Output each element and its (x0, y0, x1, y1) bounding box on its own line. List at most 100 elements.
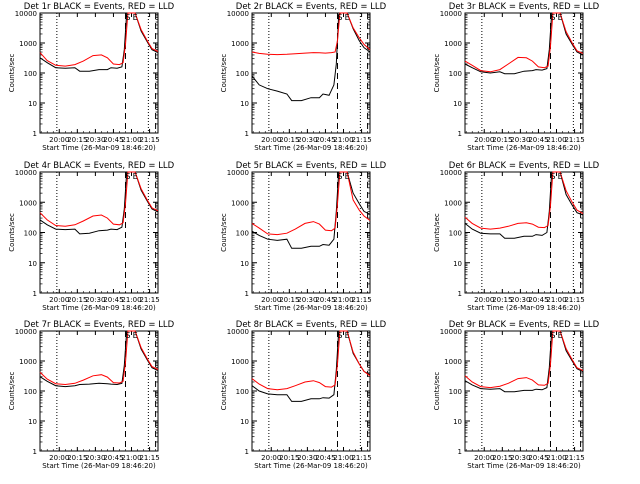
y-tick-label: 10 (240, 100, 249, 108)
panel-title: Det 4r BLACK = Events, RED = LLD (24, 161, 175, 171)
x-tick-label: 21:00 (121, 136, 141, 144)
series-events-line (464, 12, 584, 75)
axes-frame (39, 12, 159, 134)
x-axis-label: Start Time (26-Mar-09 18:46:20) (467, 462, 581, 470)
y-axis-label: Counts/sec (220, 54, 228, 93)
x-tick-label: 20:45 (528, 136, 548, 144)
x-tick-label: 21:15 (351, 454, 371, 462)
x-tick-label: 21:15 (564, 454, 584, 462)
panel-title: Det 9r BLACK = Events, RED = LLD (449, 320, 600, 330)
y-tick-label: 1000 (231, 358, 249, 366)
x-tick-label: 20:15 (67, 296, 87, 304)
x-axis-label: Start Time (26-Mar-09 18:46:20) (42, 304, 156, 312)
y-tick-label: 1 (245, 290, 249, 298)
y-tick-label: 1 (33, 130, 37, 138)
y-axis-label: Counts/sec (433, 213, 441, 252)
x-tick-label: 20:15 (279, 296, 299, 304)
x-tick-label: 20:00 (49, 136, 69, 144)
marker-e: E (558, 331, 563, 340)
x-axis-label: Start Time (26-Mar-09 18:46:20) (467, 144, 581, 152)
y-tick-label: 100 (236, 70, 249, 78)
series-lld-line (251, 330, 371, 391)
x-tick-label: 20:45 (103, 296, 123, 304)
y-tick-label: 1000 (19, 358, 37, 366)
x-tick-label: 20:45 (315, 136, 335, 144)
marker-s: S (337, 13, 342, 22)
x-tick-label: 20:30 (297, 454, 317, 462)
series-events-line (251, 171, 371, 249)
series-lld-line (39, 12, 159, 67)
x-tick-label: 21:00 (546, 136, 566, 144)
x-tick-label: 21:15 (139, 454, 159, 462)
x-tick-label: 21:15 (564, 296, 584, 304)
series-events-line (39, 171, 159, 235)
marker-e: E (345, 172, 350, 181)
x-tick-label: 21:15 (351, 136, 371, 144)
axes-frame (251, 12, 371, 134)
panel-title: Det 8r BLACK = Events, RED = LLD (236, 320, 387, 330)
x-tick-label: 20:45 (315, 454, 335, 462)
marker-e: E (345, 331, 350, 340)
x-tick-label: 20:00 (261, 454, 281, 462)
y-tick-label: 100 (24, 388, 37, 396)
x-tick-label: 21:15 (564, 136, 584, 144)
y-tick-label: 1 (245, 448, 249, 456)
y-tick-label: 1000 (19, 199, 37, 207)
x-tick-label: 20:15 (492, 136, 512, 144)
marker-e: E (133, 172, 138, 181)
x-tick-label: 20:45 (528, 296, 548, 304)
y-tick-label: 10 (240, 418, 249, 426)
marker-e: E (558, 13, 563, 22)
y-axis-label: Counts/sec (8, 213, 16, 252)
x-tick-label: 20:30 (297, 136, 317, 144)
y-tick-label: 10000 (440, 328, 462, 336)
x-axis-label: Start Time (26-Mar-09 18:46:20) (467, 304, 581, 312)
marker-e: E (133, 13, 138, 22)
x-axis-label: Start Time (26-Mar-09 18:46:20) (42, 144, 156, 152)
y-tick-label: 10 (240, 260, 249, 268)
y-axis-label: Counts/sec (433, 54, 441, 93)
y-tick-label: 1 (33, 448, 37, 456)
y-tick-label: 10 (28, 100, 37, 108)
y-tick-label: 1000 (231, 40, 249, 48)
y-tick-label: 1000 (444, 199, 462, 207)
x-tick-label: 20:15 (67, 136, 87, 144)
x-tick-label: 21:15 (139, 296, 159, 304)
series-lld-line (464, 171, 584, 230)
series-events-line (464, 171, 584, 239)
x-tick-label: 20:45 (103, 136, 123, 144)
axes-frame (39, 330, 159, 452)
y-axis-label: Counts/sec (220, 372, 228, 411)
series-lld-line (251, 171, 371, 236)
x-tick-label: 20:30 (85, 454, 105, 462)
panel-det-5r: Det 5r BLACK = Events, RED = LLD 1 10 100 10… (220, 161, 387, 312)
y-axis-label: Counts/sec (220, 213, 228, 252)
x-tick-label: 21:00 (333, 454, 353, 462)
panel-det-2r: Det 2r BLACK = Events, RED = LLD 1 10 100 10… (220, 2, 387, 152)
x-tick-label: 21:00 (333, 296, 353, 304)
x-tick-label: 20:45 (103, 454, 123, 462)
x-axis-label: Start Time (26-Mar-09 18:46:20) (254, 304, 368, 312)
series-lld-line (464, 330, 584, 389)
x-tick-label: 20:00 (474, 296, 494, 304)
y-tick-label: 10000 (440, 169, 462, 177)
panel-det-6r: Det 6r BLACK = Events, RED = LLD 1 10 100 10… (433, 161, 600, 312)
x-tick-label: 20:30 (85, 136, 105, 144)
x-tick-label: 20:30 (297, 296, 317, 304)
y-tick-label: 1000 (19, 40, 37, 48)
y-tick-label: 1 (33, 290, 37, 298)
panel-title: Det 2r BLACK = Events, RED = LLD (236, 2, 387, 12)
series-lld-line (39, 171, 159, 227)
series-events-line (39, 330, 159, 388)
y-tick-label: 1 (458, 130, 462, 138)
series-events-line (39, 12, 159, 72)
y-tick-label: 10000 (15, 10, 37, 18)
x-tick-label: 20:00 (474, 136, 494, 144)
x-tick-label: 20:30 (85, 296, 105, 304)
x-tick-label: 21:00 (121, 296, 141, 304)
x-tick-label: 20:45 (528, 454, 548, 462)
x-tick-label: 20:45 (315, 296, 335, 304)
x-tick-label: 20:15 (279, 136, 299, 144)
series-events-line (464, 330, 584, 393)
